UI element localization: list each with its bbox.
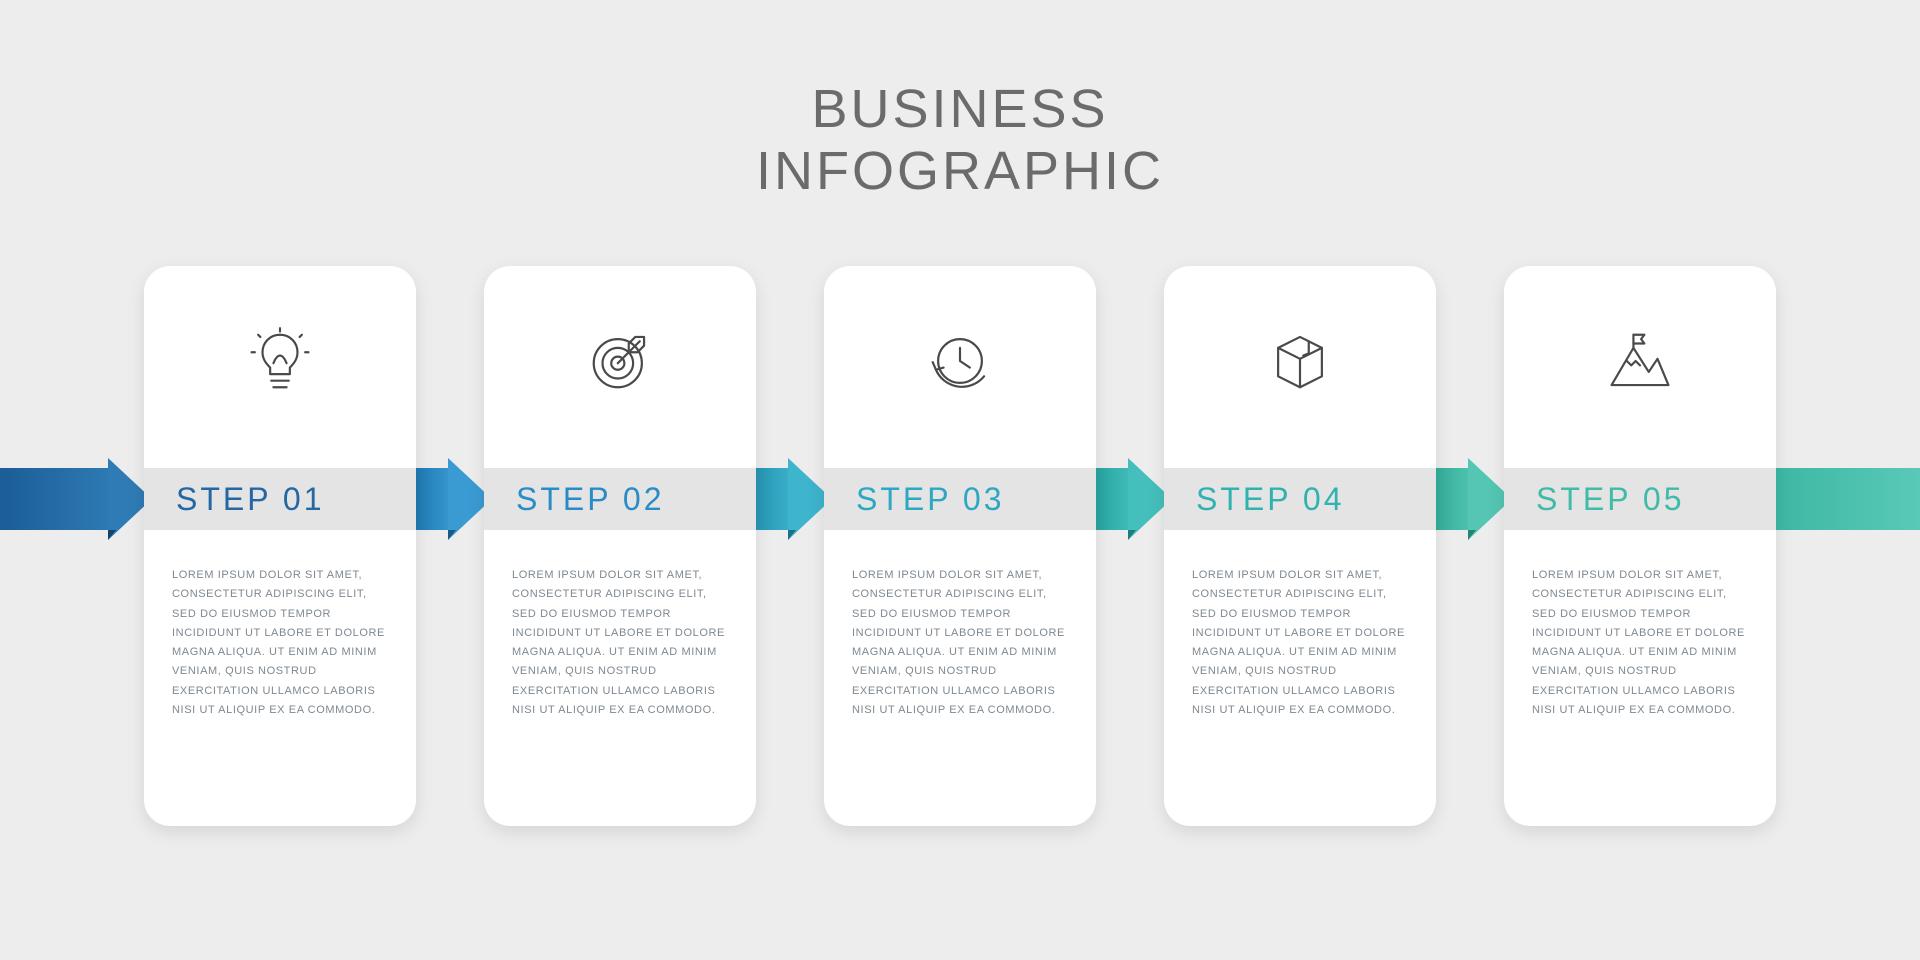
step-body-3: Lorem ipsum dolor sit amet, consectetur … bbox=[852, 566, 1068, 720]
arrow-2 bbox=[416, 468, 492, 530]
title-line-2: INFOGRAPHIC bbox=[0, 140, 1920, 202]
infographic-title: BUSINESS INFOGRAPHIC bbox=[0, 78, 1920, 202]
step-label-1: STEP 01 bbox=[144, 468, 416, 530]
steps-stage: STEP 01 Lorem ipsum dolor sit amet, cons… bbox=[0, 266, 1920, 826]
step-label-4: STEP 04 bbox=[1164, 468, 1436, 530]
step-label-5: STEP 05 bbox=[1504, 468, 1776, 530]
step-card-4: STEP 04 Lorem ipsum dolor sit amet, cons… bbox=[1164, 266, 1436, 826]
arrow-5 bbox=[1436, 468, 1512, 530]
step-card-2: STEP 02 Lorem ipsum dolor sit amet, cons… bbox=[484, 266, 756, 826]
target-icon bbox=[484, 266, 756, 456]
step-body-1: Lorem ipsum dolor sit amet, consectetur … bbox=[172, 566, 388, 720]
lightbulb-icon bbox=[144, 266, 416, 456]
step-label-3: STEP 03 bbox=[824, 468, 1096, 530]
mountain-icon bbox=[1504, 266, 1776, 456]
arrow-4 bbox=[1096, 468, 1172, 530]
step-body-2: Lorem ipsum dolor sit amet, consectetur … bbox=[512, 566, 728, 720]
step-body-5: Lorem ipsum dolor sit amet, consectetur … bbox=[1532, 566, 1748, 720]
step-body-4: Lorem ipsum dolor sit amet, consectetur … bbox=[1192, 566, 1408, 720]
clock-icon bbox=[824, 266, 1096, 456]
step-card-5: STEP 05 Lorem ipsum dolor sit amet, cons… bbox=[1504, 266, 1776, 826]
step-card-1: STEP 01 Lorem ipsum dolor sit amet, cons… bbox=[144, 266, 416, 826]
arrow-tail bbox=[1776, 468, 1920, 530]
box-icon bbox=[1164, 266, 1436, 456]
title-line-1: BUSINESS bbox=[0, 78, 1920, 140]
arrow-3 bbox=[756, 468, 832, 530]
step-label-2: STEP 02 bbox=[484, 468, 756, 530]
step-card-3: STEP 03 Lorem ipsum dolor sit amet, cons… bbox=[824, 266, 1096, 826]
arrow-1 bbox=[0, 468, 152, 530]
